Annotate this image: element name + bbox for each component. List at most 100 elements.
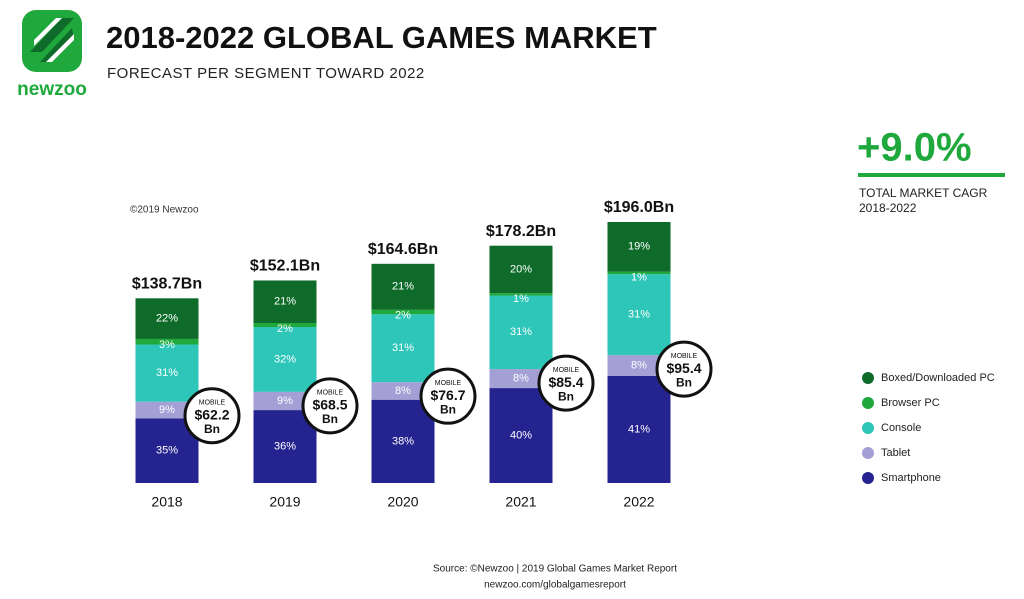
logo-text: newzoo	[17, 79, 87, 100]
bar-segment	[607, 274, 671, 356]
bar-segment	[135, 298, 199, 339]
bar-segment	[489, 293, 553, 296]
bar-segment	[489, 388, 553, 483]
mobile-badge	[655, 340, 713, 398]
segment-label: 2%	[277, 323, 293, 335]
segment-label: 21%	[274, 296, 296, 308]
segment-label: 21%	[392, 281, 414, 293]
mobile-label: MOBILE	[317, 390, 344, 397]
legend-marker	[862, 422, 874, 434]
bar-segment	[489, 369, 553, 389]
bar-segment	[371, 263, 435, 310]
segment-label: 1%	[631, 271, 647, 283]
mobile-value: $62.2	[194, 406, 229, 422]
bar-segment	[607, 222, 671, 272]
mobile-value: $68.5	[312, 397, 347, 413]
bar-segment	[135, 401, 199, 419]
x-tick-label: 2020	[387, 494, 418, 510]
mobile-badge	[183, 387, 241, 445]
segment-label: 3%	[159, 339, 175, 351]
segment-label: 35%	[156, 445, 178, 457]
mobile-value: $95.4	[666, 360, 701, 376]
bar-segment	[489, 295, 553, 370]
segment-label: 8%	[631, 359, 647, 371]
bar-segment	[371, 314, 435, 383]
mobile-unit: Bn	[440, 402, 456, 416]
x-tick-label: 2022	[623, 494, 654, 510]
copyright: ©2019 Newzoo	[130, 205, 199, 216]
mobile-badge	[537, 354, 595, 412]
segment-label: 2%	[395, 310, 411, 322]
legend-label: Console	[881, 422, 921, 434]
legend-label: Tablet	[881, 447, 910, 459]
total-label: $178.2Bn	[486, 223, 556, 240]
legend-marker	[862, 372, 874, 384]
legend-label: Browser PC	[881, 397, 940, 409]
segment-label: 40%	[510, 429, 532, 441]
source-url: newzoo.com/globalgamesreport	[484, 580, 626, 591]
bar-segment	[135, 338, 199, 345]
mobile-unit: Bn	[558, 389, 574, 403]
mobile-label: MOBILE	[199, 400, 226, 407]
mobile-label: MOBILE	[435, 380, 462, 387]
segment-label: 31%	[156, 367, 178, 379]
mobile-value: $85.4	[548, 374, 583, 390]
bar-segment	[607, 271, 671, 275]
mobile-unit: Bn	[676, 375, 692, 389]
logo-icon	[22, 10, 82, 72]
mobile-badge	[301, 377, 359, 435]
segment-label: 38%	[392, 435, 414, 447]
x-tick-label: 2018	[151, 494, 182, 510]
x-tick-label: 2021	[505, 494, 536, 510]
segment-label: 41%	[628, 423, 650, 435]
chart-subtitle: FORECAST PER SEGMENT TOWARD 2022	[107, 65, 425, 82]
total-label: $164.6Bn	[368, 241, 438, 258]
bar-segment	[371, 399, 435, 483]
segment-label: 36%	[274, 440, 296, 452]
mobile-badge	[419, 367, 477, 425]
mobile-label: MOBILE	[671, 353, 698, 360]
segment-label: 20%	[510, 263, 532, 275]
legend-marker	[862, 447, 874, 459]
bar-segment	[135, 344, 199, 402]
mobile-unit: Bn	[204, 422, 220, 436]
cagr-period: 2018-2022	[859, 201, 917, 215]
source: Source: ©Newzoo | 2019 Global Games Mark…	[433, 564, 677, 575]
mobile-unit: Bn	[322, 412, 338, 426]
segment-label: 1%	[513, 293, 529, 305]
mobile-value: $76.7	[430, 387, 465, 403]
total-label: $196.0Bn	[604, 199, 674, 216]
cagr-value: +9.0%	[857, 126, 972, 170]
segment-label: 19%	[628, 241, 650, 253]
bar-segment	[371, 309, 435, 315]
segment-label: 8%	[513, 372, 529, 384]
mobile-label: MOBILE	[553, 367, 580, 374]
bar-segment	[253, 327, 317, 392]
bar-segment	[253, 322, 317, 328]
segment-label: 31%	[628, 309, 650, 321]
segment-label: 9%	[159, 404, 175, 416]
bar-segment	[607, 375, 671, 483]
chart-title: 2018-2022 GLOBAL GAMES MARKET	[106, 20, 657, 55]
bar-segment	[253, 410, 317, 483]
bar-segment	[253, 391, 317, 411]
bar-segment	[253, 280, 317, 323]
segment-label: 8%	[395, 385, 411, 397]
legend-marker	[862, 397, 874, 409]
total-label: $152.1Bn	[250, 258, 320, 275]
segment-label: 31%	[392, 342, 414, 354]
cagr-label: TOTAL MARKET CAGR	[859, 186, 988, 200]
bar-segment	[607, 355, 671, 376]
total-label: $138.7Bn	[132, 276, 202, 293]
segment-label: 22%	[156, 313, 178, 325]
x-tick-label: 2019	[269, 494, 300, 510]
legend-label: Boxed/Downloaded PC	[881, 372, 995, 384]
segment-label: 31%	[510, 326, 532, 338]
bar-segment	[371, 382, 435, 400]
segment-label: 9%	[277, 395, 293, 407]
legend-marker	[862, 472, 874, 484]
bar-segment	[489, 245, 553, 294]
legend-label: Smartphone	[881, 472, 941, 484]
segment-label: 32%	[274, 353, 296, 365]
